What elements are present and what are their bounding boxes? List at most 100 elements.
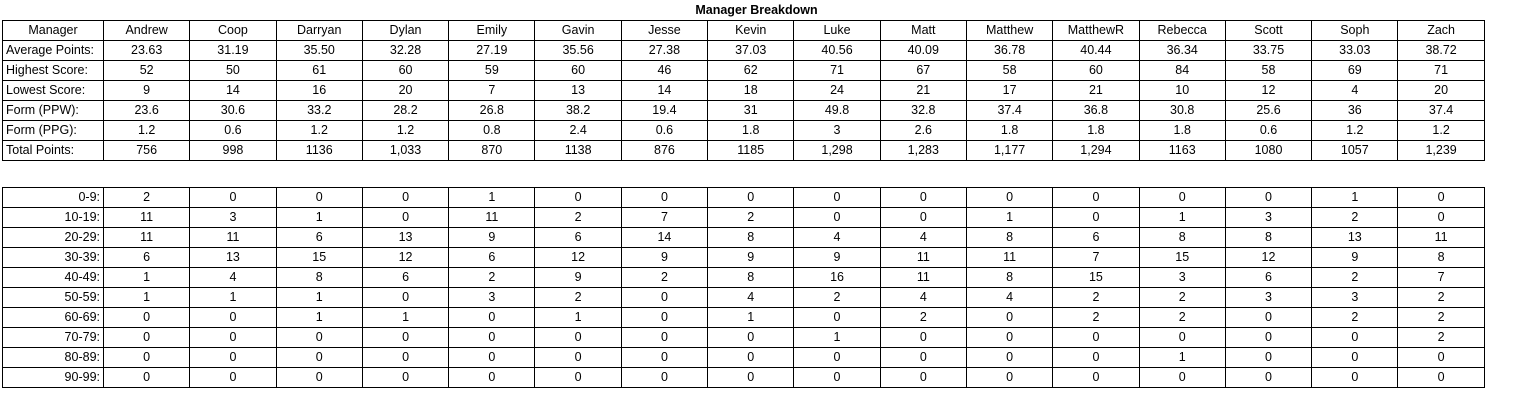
- bucket-count-kevin: 2: [707, 207, 795, 228]
- bucket-count-darryan: 8: [275, 267, 363, 288]
- bucket-count-zach: 0: [1397, 347, 1485, 368]
- stat-value-dylan: 1,033: [361, 140, 450, 161]
- bucket-count-zach: 11: [1397, 227, 1485, 248]
- stat-value-luke: 49.8: [793, 100, 881, 121]
- bucket-count-coop: 0: [189, 187, 277, 208]
- stat-value-luke: 40.56: [793, 40, 881, 61]
- bucket-count-jesse: 0: [620, 327, 709, 348]
- stat-value-matthewr: 1.8: [1052, 120, 1140, 141]
- stat-label: Form (PPW):: [2, 100, 104, 121]
- bucket-count-andrew: 1: [102, 267, 191, 288]
- bucket-count-dylan: 0: [361, 347, 450, 368]
- bucket-count-matthew: 0: [965, 327, 1054, 348]
- stat-value-luke: 24: [793, 80, 881, 101]
- stat-label: Total Points:: [2, 140, 104, 161]
- bucket-count-gavin: 12: [534, 247, 622, 268]
- bucket-label: 60-69:: [2, 307, 104, 328]
- stat-value-zach: 1.2: [1397, 120, 1485, 141]
- bucket-count-matthewr: 2: [1052, 307, 1140, 328]
- stat-value-dylan: 20: [361, 80, 450, 101]
- bucket-count-luke: 0: [793, 307, 881, 328]
- bucket-count-rebecca: 8: [1138, 227, 1226, 248]
- bucket-count-scott: 6: [1224, 267, 1313, 288]
- bucket-count-soph: 2: [1311, 207, 1399, 228]
- bucket-count-scott: 12: [1224, 247, 1313, 268]
- bucket-count-matt: 0: [879, 207, 967, 228]
- bucket-count-zach: 8: [1397, 247, 1485, 268]
- bucket-count-darryan: 1: [275, 307, 363, 328]
- stat-value-andrew: 9: [102, 80, 191, 101]
- bucket-count-matthew: 0: [965, 307, 1054, 328]
- bucket-count-luke: 9: [793, 247, 881, 268]
- bucket-count-coop: 4: [189, 267, 277, 288]
- bucket-count-coop: 0: [189, 327, 277, 348]
- stat-value-luke: 71: [793, 60, 881, 81]
- bucket-count-scott: 0: [1224, 347, 1313, 368]
- manager-header-zach: Zach: [1397, 20, 1485, 41]
- stat-value-luke: 1,298: [793, 140, 881, 161]
- manager-header-jesse: Jesse: [620, 20, 709, 41]
- manager-header-gavin: Gavin: [534, 20, 622, 41]
- stat-value-scott: 1080: [1224, 140, 1313, 161]
- bucket-count-soph: 1: [1311, 187, 1399, 208]
- stat-value-matt: 21: [879, 80, 967, 101]
- bucket-count-kevin: 0: [707, 327, 795, 348]
- bucket-count-jesse: 0: [620, 307, 709, 328]
- stat-value-scott: 25.6: [1224, 100, 1313, 121]
- bucket-count-matthew: 0: [965, 347, 1054, 368]
- stat-value-jesse: 876: [620, 140, 709, 161]
- bucket-count-gavin: 2: [534, 207, 622, 228]
- stat-value-jesse: 19.4: [620, 100, 709, 121]
- stat-row-average-points: Average Points: 23.63 31.19 35.50 32.28 27.19…: [2, 40, 1485, 61]
- bucket-count-matthew: 0: [965, 367, 1054, 388]
- bucket-count-jesse: 9: [620, 247, 709, 268]
- bucket-count-matthew: 8: [965, 267, 1054, 288]
- bucket-count-rebecca: 3: [1138, 267, 1226, 288]
- header-label: Manager: [2, 20, 104, 41]
- manager-header-matthew: Matthew: [965, 20, 1054, 41]
- bucket-count-matt: 4: [879, 227, 967, 248]
- bucket-label: 20-29:: [2, 227, 104, 248]
- stat-label: Form (PPG):: [2, 120, 104, 141]
- bucket-count-dylan: 0: [361, 367, 450, 388]
- bucket-count-emily: 11: [448, 207, 536, 228]
- manager-header-scott: Scott: [1224, 20, 1313, 41]
- stat-value-zach: 37.4: [1397, 100, 1485, 121]
- bucket-count-matt: 0: [879, 367, 967, 388]
- bucket-count-soph: 0: [1311, 347, 1399, 368]
- bucket-count-darryan: 0: [275, 367, 363, 388]
- manager-header-andrew: Andrew: [102, 20, 191, 41]
- bucket-count-matt: 0: [879, 187, 967, 208]
- stat-value-matthewr: 1,294: [1052, 140, 1140, 161]
- bucket-count-emily: 2: [448, 267, 536, 288]
- bucket-count-matt: 0: [879, 327, 967, 348]
- bucket-count-scott: 0: [1224, 367, 1313, 388]
- bucket-count-emily: 0: [448, 307, 536, 328]
- bucket-label: 30-39:: [2, 247, 104, 268]
- stat-value-kevin: 62: [707, 60, 795, 81]
- stat-value-coop: 31.19: [189, 40, 277, 61]
- manager-header-emily: Emily: [448, 20, 536, 41]
- stat-value-dylan: 60: [361, 60, 450, 81]
- stat-value-dylan: 1.2: [361, 120, 450, 141]
- bucket-count-matthewr: 0: [1052, 207, 1140, 228]
- stat-value-rebecca: 36.34: [1138, 40, 1226, 61]
- bucket-count-zach: 0: [1397, 187, 1485, 208]
- bucket-count-matthewr: 6: [1052, 227, 1140, 248]
- stat-value-matthewr: 36.8: [1052, 100, 1140, 121]
- stat-value-andrew: 23.6: [102, 100, 191, 121]
- bucket-label: 40-49:: [2, 267, 104, 288]
- bucket-count-scott: 3: [1224, 287, 1313, 308]
- stat-value-gavin: 13: [534, 80, 622, 101]
- bucket-count-matthewr: 0: [1052, 347, 1140, 368]
- stat-label: Highest Score:: [2, 60, 104, 81]
- bucket-count-dylan: 6: [361, 267, 450, 288]
- stat-value-andrew: 1.2: [102, 120, 191, 141]
- bucket-count-coop: 3: [189, 207, 277, 228]
- stat-value-zach: 1,239: [1397, 140, 1485, 161]
- stat-value-rebecca: 84: [1138, 60, 1226, 81]
- stat-row-highest-score: Highest Score: 52 50 61 60 59 60 46 62 71 67 58 60 84…: [2, 60, 1485, 81]
- stat-value-jesse: 14: [620, 80, 709, 101]
- bucket-count-scott: 0: [1224, 327, 1313, 348]
- manager-header-matthewr: MatthewR: [1052, 20, 1140, 41]
